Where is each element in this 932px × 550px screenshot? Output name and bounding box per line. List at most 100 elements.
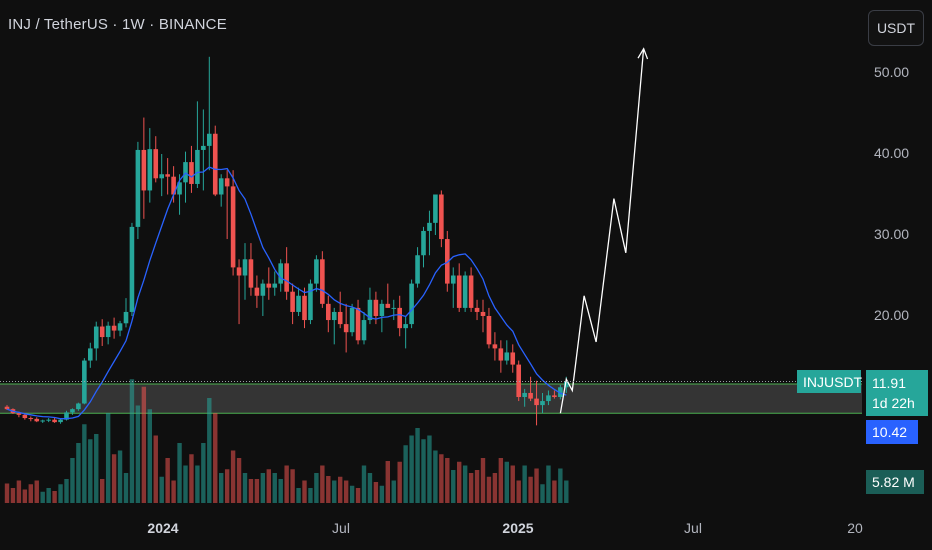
- volume-bar: [522, 465, 527, 503]
- volume-bar: [355, 488, 361, 503]
- candle-body: [147, 149, 153, 191]
- candle-body: [433, 194, 438, 223]
- candle-body: [212, 133, 218, 195]
- candle-body: [272, 283, 278, 288]
- candle-body: [64, 412, 69, 420]
- volume-bar: [46, 488, 51, 503]
- volume-bar: [439, 454, 444, 503]
- candle-body: [207, 133, 212, 146]
- support-zone: [0, 384, 862, 414]
- y-tick-label: 20.00: [874, 307, 910, 323]
- candle-body: [201, 145, 206, 150]
- volume-bar: [28, 484, 33, 503]
- candle-body: [403, 324, 408, 329]
- candle-body: [266, 283, 272, 288]
- candle-body: [52, 419, 57, 423]
- volume-bar: [242, 473, 248, 503]
- volume-bar: [70, 458, 75, 503]
- candle-body: [248, 259, 254, 288]
- volume-bar: [403, 445, 408, 503]
- candle-body: [391, 307, 397, 309]
- volume-bar: [254, 479, 260, 503]
- candle-body: [367, 299, 373, 321]
- volume-bar: [10, 488, 16, 503]
- volume-bar: [379, 485, 385, 503]
- candle-body: [361, 320, 367, 341]
- candle-body: [397, 307, 402, 329]
- volume-bar: [540, 484, 545, 503]
- candle-body: [242, 259, 248, 276]
- volume-bar: [314, 473, 319, 503]
- volume-bar: [260, 473, 266, 503]
- candle-body: [456, 275, 462, 308]
- candle-body: [558, 387, 563, 397]
- volume-bar: [409, 435, 414, 503]
- y-tick-label: 40.00: [874, 145, 910, 161]
- volume-tag: 5.82 M: [866, 470, 924, 494]
- candle-body: [218, 178, 224, 195]
- candle-body: [337, 311, 343, 325]
- volume-bar: [207, 398, 212, 503]
- candle-body: [445, 239, 450, 284]
- candle-body: [421, 230, 426, 256]
- volume-bar: [22, 489, 28, 503]
- volume-bar: [457, 461, 462, 503]
- y-tick-label: 50.00: [874, 64, 910, 80]
- symbol-price-tag: INJUSDT: [797, 370, 862, 393]
- volume-bar: [94, 434, 99, 503]
- x-tick-label: 2025: [502, 520, 534, 536]
- candle-body: [385, 303, 391, 308]
- volume-bar: [284, 465, 289, 503]
- projection-arrow-head: [637, 47, 649, 60]
- currency-button[interactable]: USDT: [868, 10, 924, 46]
- candle-body: [534, 398, 539, 406]
- last-price-tag: 11.91 1d 22h: [866, 370, 928, 416]
- volume-bar: [100, 479, 105, 503]
- volume-bar: [445, 458, 450, 503]
- candle-body: [105, 325, 111, 338]
- candle-body: [492, 344, 498, 349]
- volume-bar: [308, 488, 313, 503]
- volume-bar: [320, 465, 325, 503]
- candle-body: [171, 176, 176, 195]
- candle-body: [28, 418, 34, 420]
- y-tick-label: 30.00: [874, 226, 910, 242]
- volume-bar: [558, 468, 563, 503]
- candle-body: [16, 413, 22, 415]
- volume-bar: [52, 491, 57, 503]
- candle-body: [427, 222, 432, 231]
- symbol-title[interactable]: INJ / TetherUS · 1W · BINANCE: [8, 16, 227, 33]
- volume-bar: [82, 424, 87, 503]
- volume-bar: [534, 468, 539, 503]
- candle-body: [308, 283, 313, 321]
- candle-body: [93, 326, 99, 349]
- candle-body: [302, 295, 307, 321]
- candle-body: [4, 406, 10, 410]
- candle-body: [260, 283, 266, 296]
- x-tick-label: 20: [847, 520, 863, 536]
- candle-body: [510, 352, 516, 365]
- volume-bar: [302, 480, 307, 503]
- volume-bar: [349, 485, 355, 503]
- volume-bar: [361, 465, 367, 503]
- candle-body: [516, 364, 521, 397]
- candle-body: [415, 255, 420, 284]
- candle-body: [165, 174, 170, 177]
- volume-bar: [474, 470, 480, 503]
- candle-body: [326, 303, 331, 321]
- projection-path: [559, 48, 645, 414]
- candle-body: [22, 414, 28, 419]
- candle-body: [439, 194, 444, 240]
- volume-bar: [296, 488, 301, 503]
- candle-body: [230, 186, 236, 268]
- candle-body: [141, 149, 147, 191]
- projection-layer: [559, 47, 649, 414]
- volume-bar: [224, 469, 230, 503]
- candle-body: [183, 162, 188, 183]
- candle-body: [320, 259, 325, 304]
- volume-bar: [34, 480, 39, 503]
- volume-bar: [189, 454, 194, 503]
- volume-bar: [373, 482, 379, 503]
- support-zone-layer: [0, 383, 862, 414]
